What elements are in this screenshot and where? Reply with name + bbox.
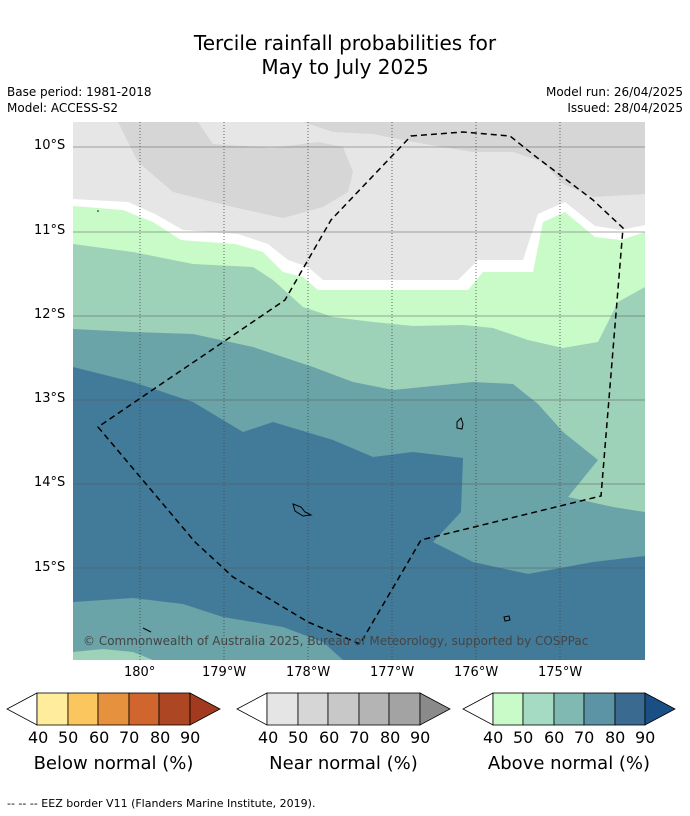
lat-tick-label: 13°S [34,391,66,406]
near-tick: 80 [380,728,401,747]
near-tick: 60 [319,728,340,747]
latitude-gridlines [73,146,645,569]
forecast-map: © Commonwealth of Australia 2025, Bureau… [73,122,645,660]
near-swatch-4 [358,692,390,726]
below-swatch-0 [6,692,38,726]
above-tick: 50 [513,728,534,747]
above-normal-colorbar [462,692,676,726]
lat-tick-label: 14°S [34,475,66,490]
eez-border [96,131,624,645]
lat-tick-label: 15°S [34,560,66,575]
island-outline [456,417,464,430]
eez-footnote: -- -- -- EEZ border V11 (Flanders Marine… [7,797,316,810]
lon-tick-label: 180° [124,665,156,680]
title-line-1: Tercile rainfall probabilities for [193,31,497,55]
island-outline [503,615,511,622]
near-tick: 70 [349,728,370,747]
near-normal-colorbar [236,692,451,726]
near-normal-50-region-east [118,122,645,197]
above-swatch-2 [522,692,555,726]
lon-tick-label: 178°W [286,665,331,680]
lon-tick-label: 176°W [454,665,499,680]
near-tick: 50 [288,728,309,747]
below-tick: 90 [180,728,201,747]
above-tick: 60 [544,728,565,747]
below-swatch-5 [158,692,191,726]
above-swatch-3 [553,692,585,726]
above-swatch-4 [583,692,616,726]
lat-tick-label: 11°S [34,223,66,238]
island-dot [97,210,99,212]
below-swatch-6 [189,692,221,726]
near-tick: 40 [258,728,279,747]
near-swatch-0 [236,692,268,726]
above-tick: 80 [605,728,626,747]
near-swatch-2 [297,692,329,726]
above-normal-60-region-south [73,649,153,660]
near-tick: 90 [410,728,431,747]
model-run-date: Model run: 26/04/2025 [545,85,683,99]
above-swatch-0 [462,692,494,726]
below-swatch-3 [97,692,130,726]
lon-tick-label: 177°W [370,665,415,680]
model-name: Model: ACCESS-S2 [7,101,119,115]
island-outline [142,627,152,633]
island-outline [292,503,313,517]
above-swatch-1 [492,692,524,726]
base-period: Base period: 1981-2018 [7,85,152,99]
above-normal-label: Above normal (%) [487,753,651,774]
near-swatch-5 [388,692,421,726]
legend-colorbars [6,692,676,726]
below-normal-colorbar [6,692,221,726]
below-tick: 50 [58,728,79,747]
lon-tick-label: 179°W [202,665,247,680]
below-tick: 70 [119,728,140,747]
map-svg: © Commonwealth of Australia 2025, Bureau… [73,122,645,660]
near-normal-label: Near normal (%) [269,753,418,774]
above-normal-70-region-south [73,598,343,660]
lon-tick-label: 175°W [538,665,583,680]
below-swatch-1 [36,692,69,726]
below-normal-label: Below normal (%) [33,753,194,774]
above-swatch-5 [614,692,646,726]
issued-date: Issued: 28/04/2025 [567,101,683,115]
below-tick: 80 [150,728,171,747]
above-tick: 70 [574,728,595,747]
below-tick: 60 [89,728,110,747]
lat-tick-label: 12°S [34,307,66,322]
near-swatch-6 [419,692,451,726]
near-swatch-1 [266,692,299,726]
near-normal-50-region-west [118,122,353,218]
above-swatch-6 [644,692,676,726]
title-line-2: May to July 2025 [261,55,429,79]
below-swatch-4 [128,692,160,726]
copyright-text: © Commonwealth of Australia 2025, Bureau… [83,634,588,648]
above-tick: 90 [635,728,656,747]
below-tick: 40 [28,728,49,747]
above-tick: 40 [483,728,504,747]
below-swatch-2 [67,692,99,726]
lat-tick-label: 10°S [34,138,66,153]
near-swatch-3 [327,692,360,726]
